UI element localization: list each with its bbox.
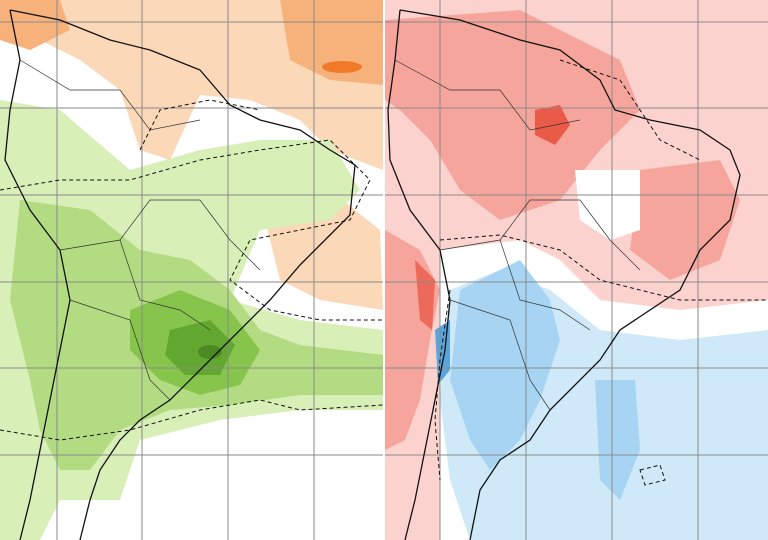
coastline	[387, 9, 451, 540]
left-panel	[0, 0, 383, 540]
cool-area	[595, 380, 640, 500]
neutral-area	[575, 170, 640, 240]
warm-core	[535, 105, 570, 145]
coastline	[9, 9, 356, 540]
coastline	[399, 9, 741, 540]
right-panel	[385, 0, 768, 540]
dry-area	[0, 0, 70, 50]
contour	[0, 99, 383, 441]
country-border	[394, 59, 641, 411]
panel-divider	[383, 0, 385, 540]
cool-area	[450, 260, 560, 470]
wet-core	[198, 345, 222, 359]
country-border	[19, 59, 261, 401]
coastline	[4, 9, 71, 540]
warm-area	[630, 160, 740, 280]
grid	[0, 0, 383, 540]
contour	[434, 59, 768, 486]
dry-core	[322, 61, 362, 73]
warm-core	[415, 260, 435, 330]
grid	[385, 0, 768, 540]
wet-core	[165, 320, 235, 375]
